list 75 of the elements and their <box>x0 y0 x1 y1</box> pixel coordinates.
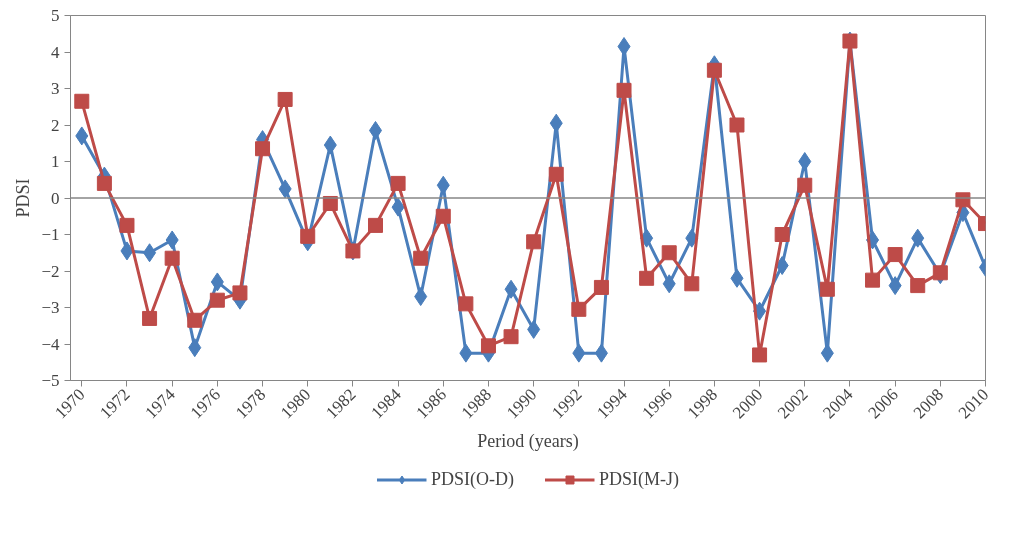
point <box>684 276 700 292</box>
y-tick-label: −4 <box>41 334 60 354</box>
point <box>932 265 948 281</box>
y-tick-label: −3 <box>41 298 60 317</box>
point <box>730 268 744 288</box>
point <box>887 247 903 263</box>
point <box>503 329 519 345</box>
point <box>571 301 587 317</box>
point <box>819 281 835 297</box>
point <box>435 208 451 224</box>
point <box>119 217 135 233</box>
point <box>458 296 474 312</box>
y-tick-label: 0 <box>51 188 60 208</box>
point <box>797 177 813 193</box>
point <box>527 319 541 339</box>
point <box>368 217 383 233</box>
point <box>143 243 157 263</box>
point <box>414 287 428 307</box>
point <box>661 245 677 261</box>
point <box>616 82 632 98</box>
y-tick-label: −5 <box>41 371 60 390</box>
point <box>232 285 248 301</box>
y-tick-label: −1 <box>41 225 60 244</box>
point <box>572 343 586 363</box>
point <box>775 256 789 276</box>
y-tick-label: 3 <box>51 79 60 98</box>
y-tick-label: −2 <box>41 261 60 281</box>
point <box>278 179 292 199</box>
point <box>752 347 768 363</box>
point <box>729 117 745 133</box>
point <box>96 175 112 191</box>
point <box>413 250 429 266</box>
point <box>593 279 609 295</box>
point <box>436 175 450 195</box>
point <box>706 62 722 78</box>
point <box>911 228 925 248</box>
x-axis-title: Period (years) <box>477 431 579 453</box>
point <box>323 135 337 155</box>
point <box>865 272 881 288</box>
y-tick-label: 2 <box>51 115 60 135</box>
point <box>640 228 654 248</box>
legend-label: PDSI(O-D) <box>430 468 514 490</box>
point <box>526 234 542 250</box>
point <box>142 310 158 326</box>
point <box>165 230 179 250</box>
point <box>164 250 180 266</box>
point <box>594 343 608 363</box>
point <box>277 91 293 107</box>
point <box>209 292 225 308</box>
point <box>391 197 405 217</box>
point <box>74 93 90 109</box>
point <box>548 166 564 182</box>
point <box>459 343 473 363</box>
point <box>820 343 834 363</box>
point <box>210 272 224 292</box>
y-tick-label: 4 <box>51 42 60 62</box>
point <box>639 270 655 286</box>
point <box>662 274 676 294</box>
point <box>910 278 926 294</box>
legend-label: PDSI(M-J) <box>598 468 680 490</box>
point <box>255 141 271 157</box>
y-tick-label: 1 <box>51 152 60 171</box>
point <box>187 312 203 328</box>
point <box>120 241 134 261</box>
point <box>75 126 89 146</box>
point <box>390 175 406 191</box>
point <box>774 227 790 242</box>
point <box>549 113 563 133</box>
point <box>300 228 316 244</box>
point <box>504 279 518 299</box>
point <box>188 338 202 358</box>
point <box>480 338 496 354</box>
y-tick-label: 5 <box>51 6 60 25</box>
point <box>888 276 902 296</box>
y-axis-title: PDSI <box>13 178 34 218</box>
